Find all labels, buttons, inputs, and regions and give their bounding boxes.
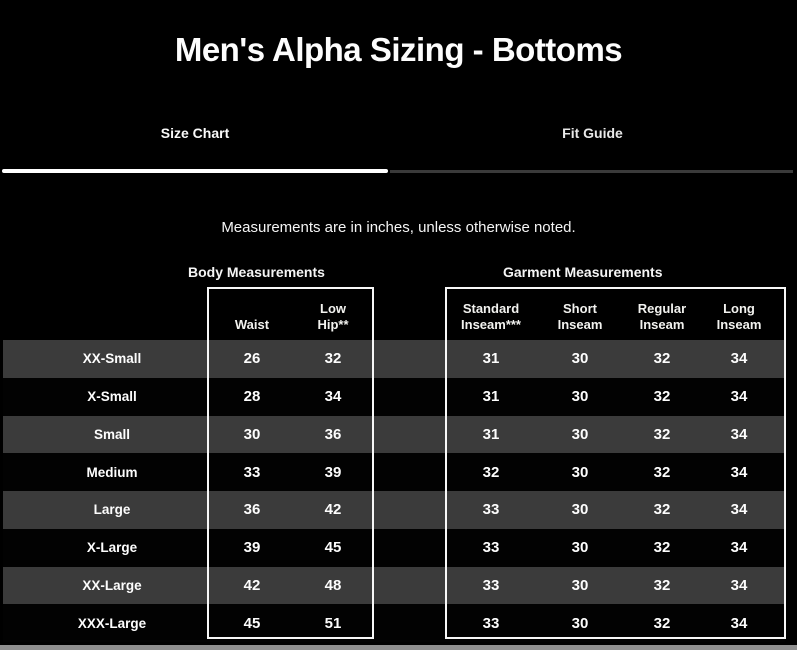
garment-value-cell: 30 <box>571 539 589 557</box>
garment-measurements-label: Garment Measurements <box>503 264 663 280</box>
garment-value-cell: 30 <box>571 388 589 406</box>
garment-value-cell: 32 <box>653 425 671 443</box>
body-value-cell: 36 <box>324 425 342 443</box>
garment-value-cell: 33 <box>482 539 500 557</box>
garment-value-cell: 33 <box>482 614 500 632</box>
table-row: Medium 33 39 32 30 32 34 <box>3 453 785 491</box>
body-measurements-box <box>207 287 374 639</box>
table-row: XX-Large 42 48 33 30 32 34 <box>3 566 785 605</box>
body-col-header: Low Hip** <box>317 301 349 332</box>
garment-value-cell: 34 <box>730 576 748 594</box>
garment-measurements-box <box>445 287 786 639</box>
body-value-cell: 30 <box>243 425 261 443</box>
garment-value-cell: 31 <box>482 350 500 368</box>
tab-fit-guide-label: Fit Guide <box>562 125 623 141</box>
size-cell: X-Small <box>87 389 137 405</box>
size-cell: XX-Small <box>82 351 142 367</box>
garment-value-cell: 34 <box>730 539 748 557</box>
table-row: XX-Small 26 32 31 30 32 34 <box>3 340 785 378</box>
body-value-cell: 51 <box>324 614 342 632</box>
garment-value-cell: 34 <box>730 388 748 406</box>
size-cell: XX-Large <box>82 577 142 593</box>
tab-size-chart-label: Size Chart <box>160 125 230 141</box>
garment-value-cell: 32 <box>653 614 671 632</box>
garment-value-cell: 30 <box>571 425 589 443</box>
size-cell: X-Large <box>86 540 138 556</box>
garment-value-cell: 34 <box>730 425 748 443</box>
page-title: Men's Alpha Sizing - Bottoms <box>174 31 623 69</box>
body-value-cell: 28 <box>243 388 261 406</box>
garment-value-cell: 34 <box>730 501 748 519</box>
body-value-cell: 48 <box>324 576 342 594</box>
garment-value-cell: 32 <box>653 576 671 594</box>
size-cell: Large <box>93 502 131 518</box>
garment-value-cell: 33 <box>482 576 500 594</box>
garment-value-cell: 32 <box>653 501 671 519</box>
garment-value-cell: 30 <box>571 501 589 519</box>
garment-value-cell: 32 <box>653 539 671 557</box>
body-measurements-label: Body Measurements <box>188 264 325 280</box>
garment-value-cell: 34 <box>730 350 748 368</box>
table-row: X-Large 39 45 33 30 32 34 <box>3 528 785 567</box>
size-cell: Medium <box>86 464 138 480</box>
body-value-cell: 32 <box>324 350 342 368</box>
body-value-cell: 39 <box>243 539 261 557</box>
garment-value-cell: 30 <box>571 350 589 368</box>
garment-value-cell: 32 <box>482 463 500 481</box>
body-value-cell: 36 <box>243 501 261 519</box>
body-value-cell: 45 <box>324 539 342 557</box>
body-value-cell: 33 <box>243 463 261 481</box>
bottom-divider <box>0 645 797 650</box>
body-value-cell: 39 <box>324 463 342 481</box>
body-value-cell: 34 <box>324 388 342 406</box>
size-cell: XXX-Large <box>77 615 147 631</box>
garment-value-cell: 30 <box>571 614 589 632</box>
garment-value-cell: 32 <box>653 350 671 368</box>
table-row: Small 30 36 31 30 32 34 <box>3 415 785 454</box>
size-cell: Small <box>93 426 131 442</box>
tab-fit-guide[interactable]: Fit Guide <box>390 118 795 148</box>
body-value-cell: 42 <box>324 501 342 519</box>
body-value-cell: 45 <box>243 614 261 632</box>
active-tab-underline <box>2 169 388 173</box>
body-col-header: Waist <box>234 317 270 332</box>
body-value-cell: 26 <box>243 350 261 368</box>
inactive-tab-underline <box>390 170 793 173</box>
garment-value-cell: 34 <box>730 614 748 632</box>
table-row: X-Small 28 34 31 30 32 34 <box>3 377 785 416</box>
garment-col-header: Standard Inseam*** <box>461 301 521 332</box>
garment-col-header: Short Inseam <box>557 301 603 332</box>
garment-col-header: Regular Inseam <box>637 301 687 332</box>
garment-value-cell: 33 <box>482 501 500 519</box>
garment-value-cell: 32 <box>653 463 671 481</box>
garment-value-cell: 32 <box>653 388 671 406</box>
tab-size-chart[interactable]: Size Chart <box>0 118 390 148</box>
units-note: Measurements are in inches, unless other… <box>221 219 576 236</box>
garment-value-cell: 30 <box>571 463 589 481</box>
garment-value-cell: 31 <box>482 388 500 406</box>
garment-value-cell: 34 <box>730 463 748 481</box>
table-row: Large 36 42 33 30 32 34 <box>3 491 785 529</box>
garment-value-cell: 30 <box>571 576 589 594</box>
table-row: XXX-Large 45 51 33 30 32 34 <box>3 604 785 642</box>
body-value-cell: 42 <box>243 576 261 594</box>
garment-value-cell: 31 <box>482 425 500 443</box>
garment-col-header: Long Inseam <box>716 301 762 332</box>
